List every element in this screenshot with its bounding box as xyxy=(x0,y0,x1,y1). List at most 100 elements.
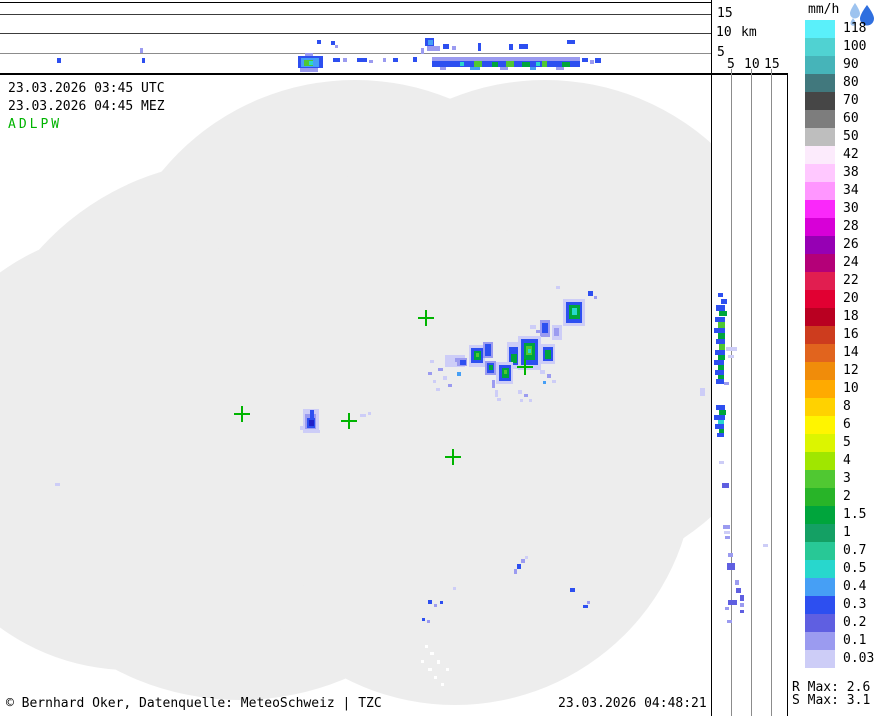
precip-echo xyxy=(740,610,744,613)
top-profile-gridline-15km xyxy=(0,14,711,15)
legend-entry: 0.4 xyxy=(805,578,874,596)
timestamp-mez: 23.03.2026 04:45 MEZ xyxy=(8,99,165,114)
side-profile-gridline-5km xyxy=(731,69,732,716)
legend-color-swatch xyxy=(805,488,835,506)
legend-entry: 1 xyxy=(805,524,874,542)
legend-value-label: 80 xyxy=(843,75,859,90)
legend-value-label: 0.3 xyxy=(843,597,867,612)
precip-echo xyxy=(714,360,724,365)
legend-color-swatch xyxy=(805,164,835,182)
legend-entry: 1.5 xyxy=(805,506,874,524)
render-timestamp: 23.03.2026 04:48:21 xyxy=(558,696,707,711)
legend-value-label: 0.03 xyxy=(843,651,875,666)
legend-value-label: 42 xyxy=(843,147,859,162)
precip-echo xyxy=(736,588,741,593)
legend-color-swatch xyxy=(805,560,835,578)
coverage-area xyxy=(0,230,350,670)
legend-entry: 5 xyxy=(805,434,874,452)
legend-color-swatch xyxy=(805,380,835,398)
legend-entry: 30 xyxy=(805,200,874,218)
legend-entry: 20 xyxy=(805,290,874,308)
legend-color-swatch xyxy=(805,650,835,668)
legend-entry: 60 xyxy=(805,110,874,128)
precip-echo xyxy=(718,375,724,379)
legend-value-label: 8 xyxy=(843,399,851,414)
legend-color-swatch xyxy=(805,236,835,254)
precip-echo xyxy=(714,415,725,420)
precip-echo xyxy=(718,322,725,328)
top-profile-gridline-10km xyxy=(0,33,711,34)
legend-entry: 38 xyxy=(805,164,874,182)
legend-color-swatch xyxy=(805,182,835,200)
legend-entry: 80 xyxy=(805,74,874,92)
legend-color-swatch xyxy=(805,56,835,74)
legend-color-swatch xyxy=(805,434,835,452)
legend-value-label: 70 xyxy=(843,93,859,108)
legend-entry: 0.3 xyxy=(805,596,874,614)
side-profile-gridline-15km xyxy=(771,69,772,716)
precip-echo xyxy=(740,603,744,607)
legend-value-label: 26 xyxy=(843,237,859,252)
precip-echo xyxy=(718,333,725,339)
legend-value-label: 4 xyxy=(843,453,851,468)
legend-color-swatch xyxy=(805,524,835,542)
legend-entry: 24 xyxy=(805,254,874,272)
legend-value-label: 60 xyxy=(843,111,859,126)
legend-entry: 12 xyxy=(805,362,874,380)
precip-echo xyxy=(725,536,730,539)
precip-echo xyxy=(725,607,729,610)
legend-color-swatch xyxy=(805,92,835,110)
precip-echo xyxy=(724,531,730,534)
legend-value-label: 0.4 xyxy=(843,579,867,594)
top-axis-label-10: 10 xyxy=(716,25,732,40)
precip-echo xyxy=(719,344,725,350)
legend-entry: 118 xyxy=(805,20,874,38)
legend-entry: 6 xyxy=(805,416,874,434)
r-max-value: R Max: 2.6 xyxy=(792,680,871,695)
legend-color-swatch xyxy=(805,200,835,218)
legend-value-label: 1 xyxy=(843,525,851,540)
side-axis-label-15: 15 xyxy=(764,57,780,72)
legend-value-label: 2 xyxy=(843,489,851,504)
precip-echo xyxy=(721,299,727,304)
legend-value-label: 20 xyxy=(843,291,859,306)
legend-value-label: 12 xyxy=(843,363,859,378)
top-profile-top-border xyxy=(0,2,711,3)
side-profile-gridline-10km xyxy=(751,69,752,716)
legend-value-label: 118 xyxy=(843,21,867,36)
legend-entry: 0.5 xyxy=(805,560,874,578)
legend-color-swatch xyxy=(805,38,835,56)
top-axis-unit-km: km xyxy=(741,25,757,40)
legend-value-label: 38 xyxy=(843,165,859,180)
legend-entry: 18 xyxy=(805,308,874,326)
legend-color-swatch xyxy=(805,614,835,632)
legend-entry: 0.2 xyxy=(805,614,874,632)
top-axis-label-15: 15 xyxy=(717,6,733,21)
precip-echo xyxy=(714,328,725,333)
legend-color-swatch xyxy=(805,452,835,470)
legend-value-label: 14 xyxy=(843,345,859,360)
legend-value-label: 0.5 xyxy=(843,561,867,576)
profile-separator-line xyxy=(0,73,788,75)
legend-entry: 0.03 xyxy=(805,650,874,668)
legend-value-label: 90 xyxy=(843,57,859,72)
legend-entry: 4 xyxy=(805,452,874,470)
legend-color-swatch xyxy=(805,254,835,272)
precip-echo xyxy=(715,370,724,375)
precip-echo xyxy=(718,420,724,424)
raindrops-icon xyxy=(846,2,876,32)
legend-color-swatch xyxy=(805,398,835,416)
legend-entry: 42 xyxy=(805,146,874,164)
legend-entry: 70 xyxy=(805,92,874,110)
precip-echo xyxy=(715,350,725,355)
legend-entry: 2 xyxy=(805,488,874,506)
legend-entry: 8 xyxy=(805,398,874,416)
precip-echo xyxy=(716,405,725,410)
legend-entry: 26 xyxy=(805,236,874,254)
legend-color-swatch xyxy=(805,74,835,92)
legend-value-label: 50 xyxy=(843,129,859,144)
precip-echo xyxy=(740,595,744,601)
legend-value-label: 16 xyxy=(843,327,859,342)
precip-echo xyxy=(728,600,737,605)
top-profile-gridline-5km xyxy=(0,53,711,54)
